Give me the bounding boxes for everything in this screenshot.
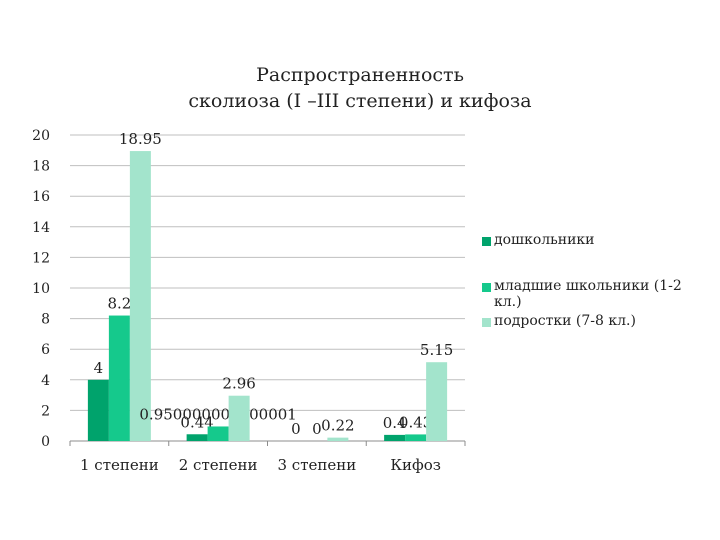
legend-item-junior-students: младшие школьники (1-2 кл.)	[482, 278, 694, 310]
data-label-s0-c0: 4	[94, 359, 104, 377]
bar-s2-c0	[129, 151, 151, 441]
legend-swatch-teenagers	[482, 318, 491, 327]
bar-s0-c3	[384, 434, 406, 441]
data-label-s2-c3: 5.15	[420, 341, 453, 359]
legend-item-teenagers: подростки (7-8 кл.)	[482, 313, 712, 329]
x-category-label-0: 1 степени	[80, 456, 159, 474]
bar-s1-c3	[405, 434, 427, 441]
legend-label-teenagers: подростки (7-8 кл.)	[494, 313, 636, 329]
data-label-s1-c1: 0.950000000000001	[139, 405, 296, 423]
x-category-label-2: 3 степени	[277, 456, 356, 474]
data-label-s0-c2: 0	[291, 420, 301, 438]
data-label-s0-c1: 0.44	[180, 413, 213, 431]
bar-s1-c1	[207, 426, 229, 441]
data-label-s2-c1: 2.96	[222, 375, 255, 393]
y-tick-label-3: 6	[41, 342, 50, 358]
chart-title: Распространенность сколиоза (I –III степ…	[160, 62, 560, 114]
legend-swatch-junior-students	[482, 283, 491, 292]
y-tick-label-10: 20	[32, 128, 50, 144]
x-category-label-1: 2 степени	[179, 456, 258, 474]
legend-swatch-preschoolers	[482, 237, 491, 246]
chart-title-line-2: сколиоза (I –III степени) и кифоза	[188, 90, 532, 112]
bar-s0-c1	[186, 434, 208, 441]
bar-s2-c2	[327, 437, 349, 441]
bar-s1-c0	[108, 315, 130, 441]
y-tick-label-5: 10	[32, 281, 50, 297]
bar-s0-c0	[87, 379, 109, 441]
y-tick-label-4: 8	[41, 312, 50, 328]
y-tick-label-1: 2	[41, 403, 50, 419]
legend-item-preschoolers: дошкольники	[482, 232, 712, 248]
legend-label-preschoolers: дошкольники	[494, 232, 595, 248]
y-tick-label-8: 16	[32, 189, 50, 205]
bar-s2-c1	[228, 395, 250, 441]
legend-label-junior-students: младшие школьники (1-2 кл.)	[494, 278, 682, 310]
data-label-s1-c0: 8.2	[107, 295, 131, 313]
y-tick-label-6: 12	[32, 250, 50, 266]
chart-title-line-1: Распространенность	[256, 64, 464, 86]
x-category-label-3: Кифоз	[390, 456, 441, 474]
y-tick-label-0: 0	[41, 434, 50, 450]
data-label-s1-c3: 0.43	[399, 413, 432, 431]
data-label-s2-c0: 18.95	[119, 130, 162, 148]
y-tick-label-7: 14	[32, 220, 50, 236]
bar-s2-c3	[426, 362, 448, 441]
data-label-s0-c3: 0.4	[383, 414, 407, 432]
chart-legend: дошкольники младшие школьники (1-2 кл.) …	[482, 232, 712, 329]
data-label-s1-c2: 0	[312, 420, 322, 438]
y-tick-label-9: 18	[32, 159, 50, 175]
data-label-s2-c2: 0.22	[321, 417, 354, 435]
y-tick-label-2: 4	[41, 373, 50, 389]
